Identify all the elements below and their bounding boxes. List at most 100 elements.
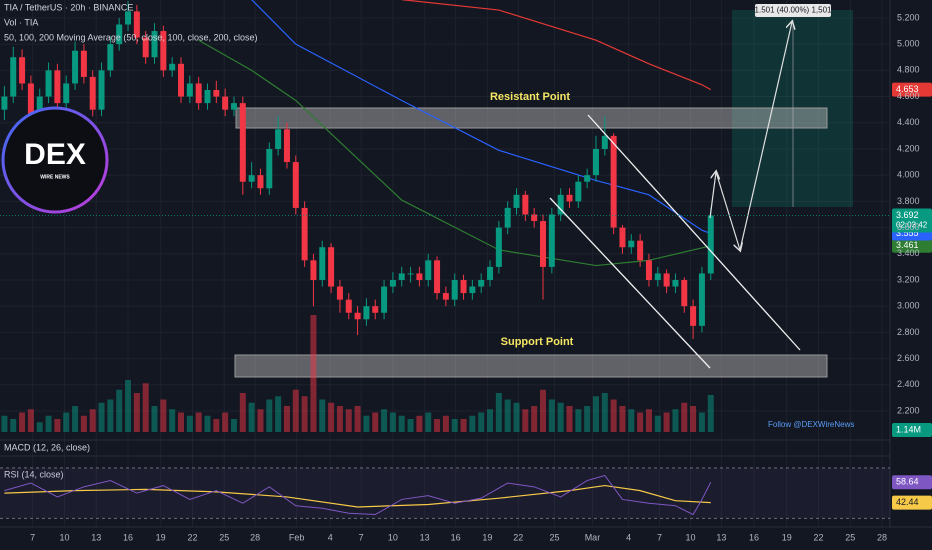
- x-tick-label: Mar: [585, 532, 601, 542]
- volume-bar: [319, 399, 326, 432]
- x-tick-label: 13: [716, 532, 726, 542]
- candle-body: [1, 96, 8, 110]
- x-tick-label: 16: [123, 532, 133, 542]
- candle-body: [601, 135, 608, 149]
- volume-bar: [204, 415, 211, 432]
- volume-bar: [213, 419, 220, 432]
- volume-bar: [345, 409, 352, 432]
- volume-bar: [10, 419, 17, 432]
- candle-body: [178, 63, 185, 97]
- volume-bar: [592, 396, 599, 432]
- volume-bar: [610, 399, 617, 432]
- volume-bar: [690, 406, 697, 432]
- volume-bar: [513, 402, 520, 432]
- volume-bar: [389, 412, 396, 432]
- candle-body: [301, 207, 308, 261]
- volume-bar: [548, 399, 555, 432]
- candle-body: [698, 273, 705, 326]
- volume-bar: [698, 412, 705, 432]
- candle-body: [45, 70, 52, 97]
- y-tick-label: 2.400: [897, 379, 920, 389]
- candle-body: [381, 286, 388, 313]
- y-tick-label: 3.200: [897, 274, 920, 284]
- price-tag: [892, 238, 932, 253]
- volume-bar: [257, 409, 264, 432]
- logo-title: DEX: [24, 138, 86, 171]
- candle-body: [407, 273, 414, 275]
- volume-bar: [248, 402, 255, 432]
- candles: [1, 0, 714, 339]
- support-label: Support Point: [501, 336, 574, 348]
- candle-body: [160, 31, 167, 71]
- candle-body: [292, 162, 299, 208]
- price-tag: [892, 82, 932, 97]
- volume-bar: [36, 422, 43, 432]
- x-tick-label: 7: [359, 532, 364, 542]
- volume-bar: [107, 399, 114, 432]
- volume-bar: [416, 415, 423, 432]
- volume-bar: [654, 415, 661, 432]
- x-tick-label: 10: [685, 532, 695, 542]
- x-tick-label: 25: [549, 532, 559, 542]
- volume-bar: [487, 409, 494, 432]
- candle-body: [557, 194, 564, 215]
- volume-tag-label: 1.14M: [896, 424, 921, 434]
- candle-body: [540, 221, 547, 267]
- volume-bar: [275, 396, 282, 432]
- moving-average: [251, 0, 711, 235]
- rsi-title: RSI (14, close): [4, 469, 64, 479]
- volume-bar: [540, 389, 547, 432]
- candle-body: [372, 306, 379, 313]
- candle-body: [681, 279, 688, 307]
- candle-body: [345, 299, 352, 313]
- candle-body: [275, 129, 282, 149]
- volume-bar: [707, 394, 714, 432]
- volume-bar: [460, 419, 467, 432]
- y-tick-label: 3.800: [897, 196, 920, 206]
- volume-bar: [151, 406, 158, 432]
- candle-body: [363, 306, 370, 320]
- candle-body: [116, 24, 123, 45]
- volume-bar: [372, 412, 379, 432]
- y-tick-label: 4.600: [897, 91, 920, 101]
- volume-bar: [195, 412, 202, 432]
- candle-body: [10, 57, 17, 97]
- volume-bar: [310, 315, 317, 432]
- candle-body: [398, 273, 405, 280]
- candle-body: [478, 279, 485, 287]
- volume-bar: [178, 412, 185, 432]
- candle-body: [416, 273, 423, 280]
- volume-bar: [584, 406, 591, 432]
- x-tick-label: 16: [749, 532, 759, 542]
- price-tag-label: 3.692: [896, 210, 919, 220]
- volume-bar: [628, 409, 635, 432]
- candle-body: [425, 260, 432, 280]
- x-tick-label: 22: [813, 532, 823, 542]
- volume-bar: [601, 393, 608, 432]
- candle-body: [487, 266, 494, 280]
- y-tick-label: 2.600: [897, 353, 920, 363]
- volume-bar: [363, 415, 370, 432]
- y-tick-label: 4.400: [897, 117, 920, 127]
- x-tick-label: 22: [513, 532, 523, 542]
- projection-arrow: [709, 172, 716, 219]
- candle-body: [204, 90, 211, 104]
- candle-body: [142, 37, 149, 58]
- volume-bar: [407, 419, 414, 432]
- volume-bar: [116, 389, 123, 432]
- volume-bar: [336, 406, 343, 432]
- volume-bar: [186, 415, 193, 432]
- channel-lower: [549, 197, 711, 369]
- volume-bar: [619, 406, 626, 432]
- candle-body: [645, 260, 652, 280]
- follow-label: Follow @DEXWireNews: [768, 420, 854, 429]
- candle-body: [575, 181, 582, 202]
- price-tag-label: 3.555: [896, 228, 919, 238]
- x-tick-label: 13: [91, 532, 101, 542]
- x-tick-label: 19: [782, 532, 792, 542]
- y-tick-label: 5.000: [897, 39, 920, 49]
- rsi-line: [4, 474, 712, 516]
- candle-body: [584, 175, 591, 182]
- candle-body: [707, 215, 714, 274]
